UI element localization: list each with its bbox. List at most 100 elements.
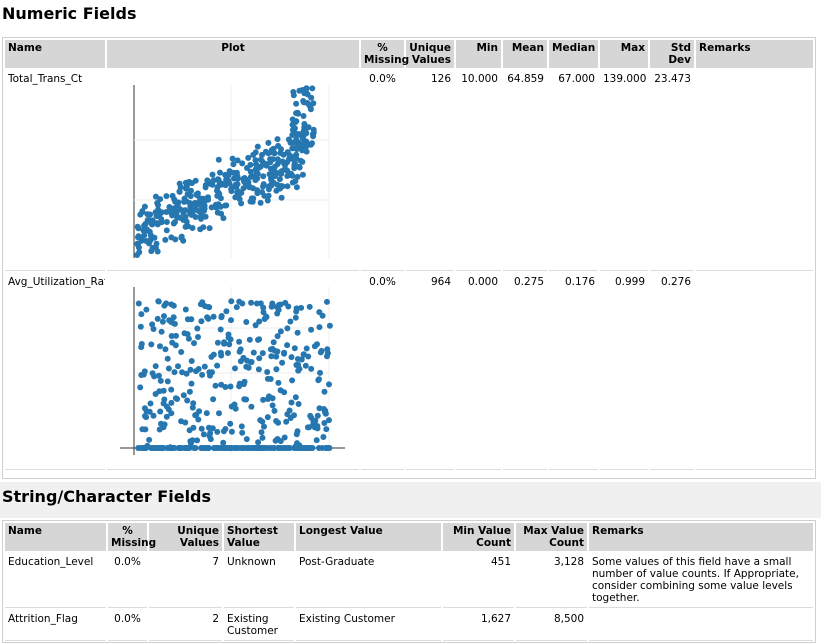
scatter-dot (288, 399, 295, 406)
scatter-dot (190, 400, 197, 407)
scatter-dot (152, 244, 159, 251)
scatter-dot (168, 205, 175, 212)
scatter-dot (154, 212, 161, 219)
scatter-dot (253, 445, 260, 451)
scatter-dot (171, 369, 178, 376)
scatter-dot (271, 445, 278, 451)
scatter-dot (231, 175, 237, 182)
scatter-dot (191, 340, 197, 347)
scatter-dot (135, 300, 142, 307)
scatter-dot (202, 213, 209, 220)
string-table: Name % Missing Unique Values Shortest Va… (3, 521, 815, 643)
scatter-dot (157, 377, 164, 384)
cell (696, 273, 813, 470)
scatter-dot (232, 405, 239, 412)
scatter-dot (258, 429, 265, 436)
cell: 23.473 (650, 70, 694, 271)
scatter-dot (221, 339, 228, 346)
scatter-dot (137, 323, 144, 330)
scatter-dot (243, 396, 250, 403)
scatter-dot (152, 363, 159, 370)
scatter-dot (289, 145, 296, 152)
scatter-dot (183, 370, 190, 377)
cell (589, 610, 813, 641)
scatter-dot (241, 378, 248, 385)
scatter-dot (141, 232, 148, 239)
scatter-dot (194, 325, 201, 332)
scatter-dot (295, 140, 302, 147)
scatter-plot (133, 85, 330, 258)
scatter-dot (321, 388, 328, 395)
scatter-dot (290, 92, 297, 99)
scatter-dot (161, 313, 167, 320)
scatter-dot (245, 364, 252, 371)
scatter-dot (206, 225, 213, 232)
scatter-dot (284, 183, 291, 190)
scatter-dot (139, 426, 146, 433)
scatter-dot (188, 187, 194, 194)
scatter-dot (146, 408, 153, 415)
scatter-dot (256, 164, 262, 171)
scatter-dot (215, 177, 222, 184)
scatter-dot (189, 225, 196, 231)
scatter-dot (182, 223, 189, 230)
scatter-dot (326, 381, 332, 388)
scatter-dot (143, 237, 149, 244)
scatter-dot (189, 404, 196, 411)
scatter-dot (188, 208, 195, 214)
scatter-dot (273, 353, 280, 360)
scatter-dot (198, 318, 205, 325)
scatter-dot (195, 416, 202, 423)
scatter-dot (247, 168, 254, 175)
scatter-dot (189, 437, 196, 444)
scatter-dot (267, 165, 274, 172)
scatter-dot (168, 386, 175, 393)
scatter-dot (277, 328, 284, 335)
scatter-dot (260, 304, 267, 311)
scatter-dot (138, 311, 145, 318)
scatter-dot (269, 156, 276, 163)
scatter-dot (323, 426, 330, 433)
scatter-dot (163, 413, 170, 420)
cell: 139.000 (600, 70, 648, 271)
scatter-dot (276, 301, 282, 308)
scatter-dot (170, 302, 177, 309)
scatter-dot (149, 370, 156, 377)
scatter-dot (156, 388, 163, 395)
scatter-dot (255, 439, 262, 446)
scatter-dot (208, 353, 215, 360)
scatter-dot (284, 173, 291, 179)
scatter-dot (267, 445, 273, 451)
cell: 64.859 (503, 70, 547, 271)
header-cell: Remarks (589, 523, 813, 551)
scatter-dot (296, 164, 303, 171)
scatter-dot (324, 298, 330, 305)
scatter-dot (164, 445, 171, 451)
scatter-dot (295, 367, 302, 374)
scatter-dot (209, 425, 216, 432)
scatter-dot (208, 204, 215, 211)
header-cell: Plot (107, 40, 359, 68)
scatter-dot (246, 336, 253, 343)
scatter-dot (306, 303, 313, 310)
scatter-dot (281, 434, 288, 441)
scatter-dot (233, 304, 240, 311)
scatter-dot (186, 427, 193, 434)
scatter-dot (284, 149, 291, 156)
scatter-dot (293, 445, 300, 451)
scatter-dot (207, 372, 213, 379)
scatter-dot (233, 445, 239, 451)
scatter-dot (187, 366, 194, 373)
scatter-dot (284, 325, 291, 332)
header-cell: Max (600, 40, 648, 68)
scatter-dot (226, 341, 233, 348)
header-cell: % Missing (108, 523, 156, 551)
scatter-dot (194, 190, 201, 197)
scatter-dot (287, 318, 294, 325)
scatter-dot (271, 150, 278, 157)
scatter-dot (163, 227, 170, 234)
scatter-dot (172, 236, 179, 243)
scatter-dot (195, 208, 202, 215)
scatter-dot (209, 171, 216, 178)
scatter-dot (315, 377, 322, 384)
